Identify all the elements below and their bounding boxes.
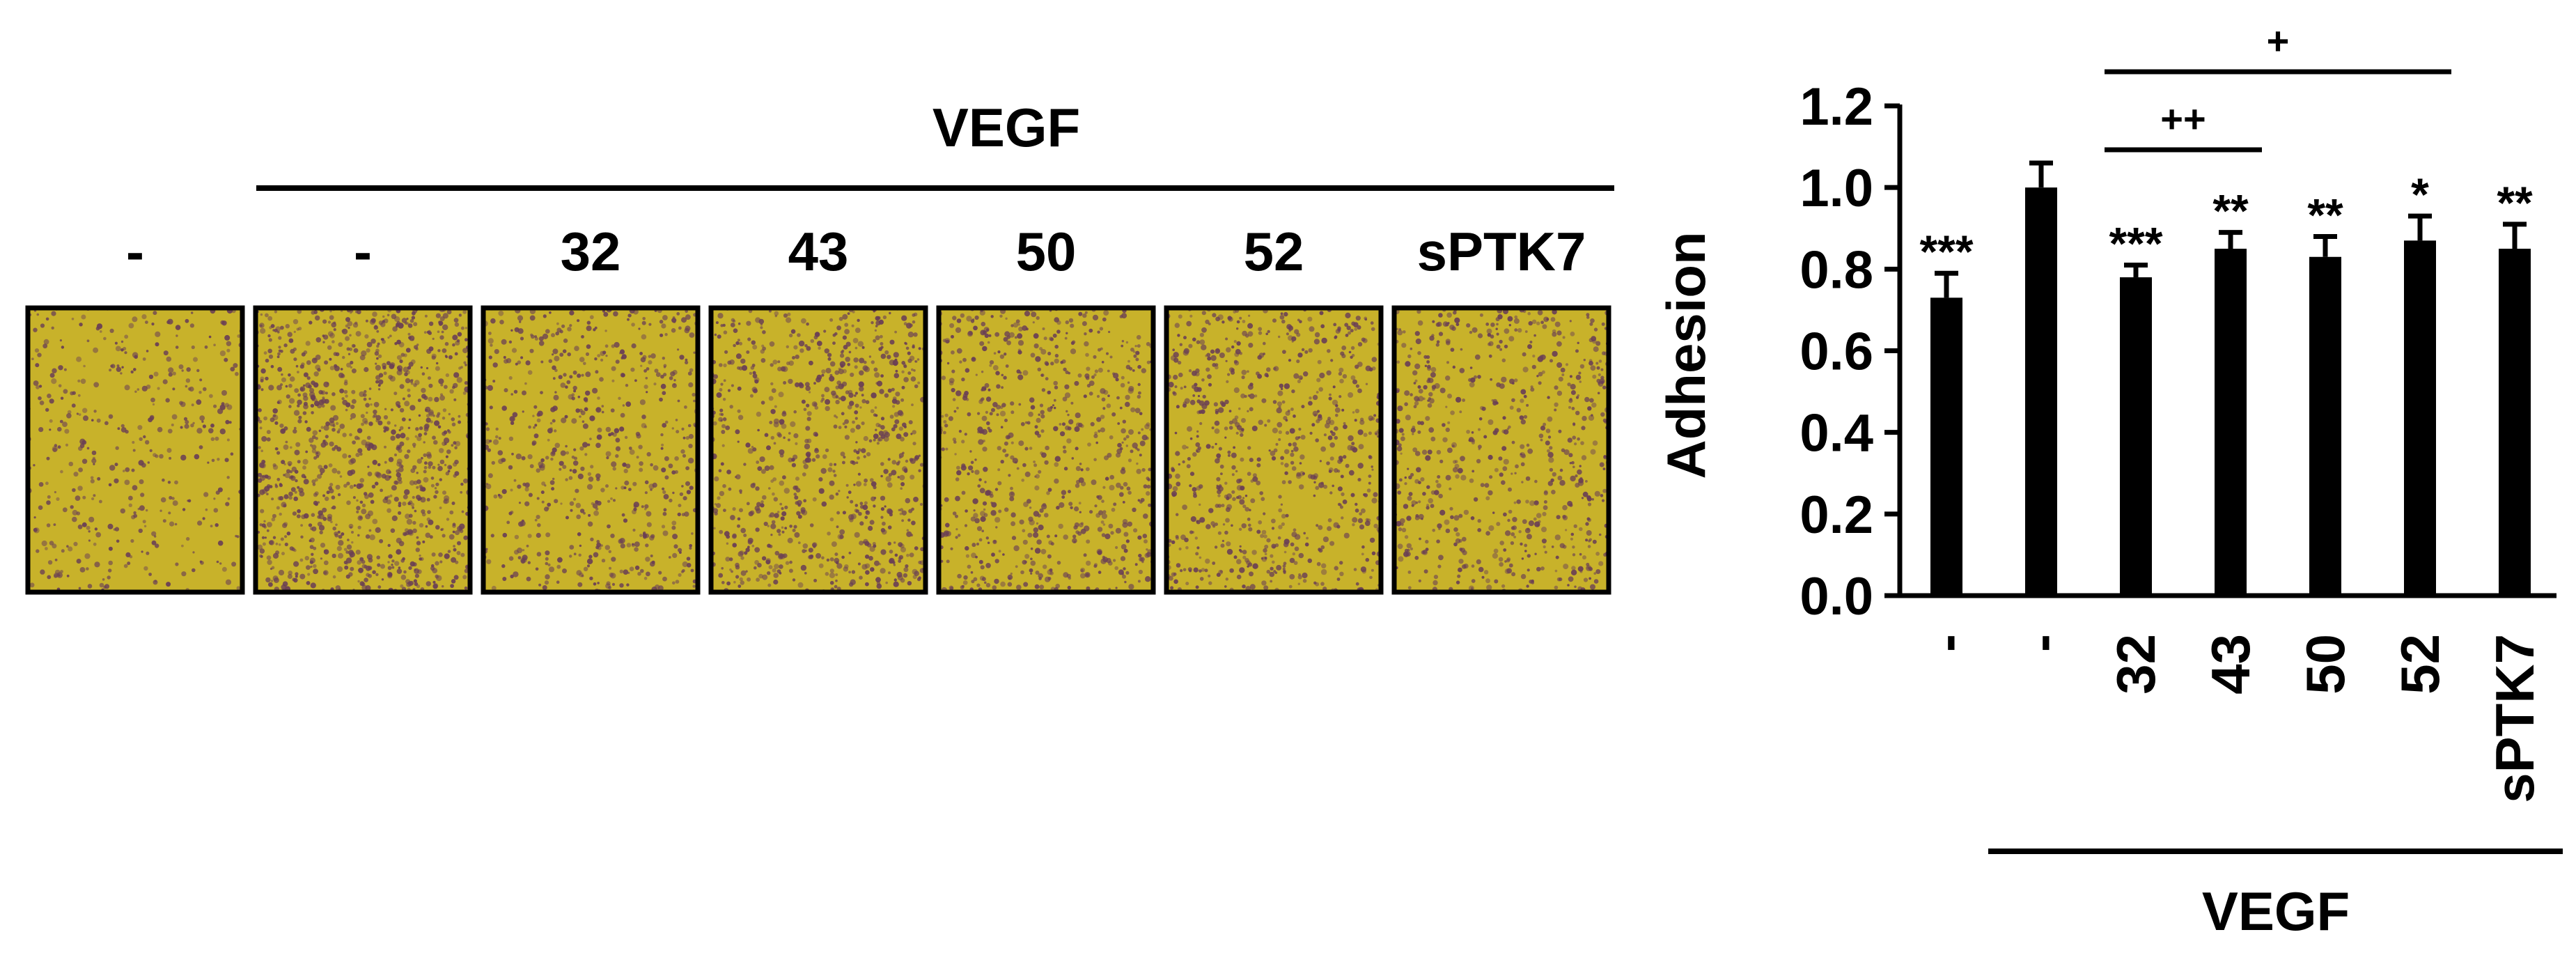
bar-6 bbox=[2404, 240, 2436, 596]
bar-7 bbox=[2499, 249, 2531, 596]
x-tick-label-1: - bbox=[1916, 634, 1977, 652]
micrograph-label-5: 50 bbox=[1016, 221, 1077, 282]
bar-1 bbox=[1930, 297, 1962, 596]
y-tick-label: 0.2 bbox=[1800, 486, 1873, 545]
micrograph-panel-group: VEGF - - 32 43 50 52 sPTK7 bbox=[25, 97, 1614, 595]
significance-marker-4: ** bbox=[2212, 185, 2249, 237]
x-tick-label-5: 50 bbox=[2295, 634, 2356, 695]
x-tick-label-3: 32 bbox=[2105, 634, 2167, 695]
chart-group-label: VEGF bbox=[2202, 881, 2350, 942]
micrograph-cells bbox=[939, 308, 1153, 592]
micrograph-background bbox=[483, 308, 698, 592]
bar-4 bbox=[2215, 249, 2247, 596]
bar-3 bbox=[2120, 277, 2152, 596]
micrograph-frame bbox=[1391, 305, 1611, 595]
micrograph-panel-1 bbox=[25, 305, 245, 595]
micrograph-panel-4 bbox=[708, 305, 928, 595]
x-tick-label-6: 52 bbox=[2389, 634, 2451, 695]
significance-marker-6: * bbox=[2411, 169, 2429, 220]
y-tick-label: 0.0 bbox=[1800, 567, 1873, 626]
micrograph-frame bbox=[481, 305, 701, 595]
y-tick-label: 1.0 bbox=[1800, 159, 1873, 218]
y-axis-label: Adhesion bbox=[1655, 231, 1717, 479]
bar-5 bbox=[2309, 256, 2341, 596]
bar-2 bbox=[2025, 187, 2057, 596]
micrograph-label-3: 32 bbox=[561, 221, 621, 282]
micrograph-panel-3 bbox=[481, 305, 701, 595]
micrograph-label-2: - bbox=[354, 221, 372, 282]
micrograph-panel-6 bbox=[1164, 305, 1384, 595]
micrograph-panel-5 bbox=[936, 305, 1156, 595]
micrograph-panel-7 bbox=[1391, 305, 1611, 595]
comparison-label-1: ++ bbox=[2160, 97, 2206, 141]
adhesion-bar-chart: Adhesion VEGF 0.00.20.40.60.81.01.2***- -… bbox=[1655, 19, 2563, 942]
micrograph-label-1: - bbox=[126, 221, 144, 282]
micrograph-cells bbox=[256, 308, 470, 592]
micrograph-group-label: VEGF bbox=[932, 97, 1080, 158]
x-tick-label-2: - bbox=[2011, 634, 2072, 652]
micrograph-label-7: sPTK7 bbox=[1417, 221, 1586, 282]
x-tick-label-7: sPTK7 bbox=[2484, 634, 2545, 803]
micrograph-panel-2 bbox=[253, 305, 473, 595]
y-tick-label: 0.6 bbox=[1800, 323, 1873, 382]
x-tick-label-4: 43 bbox=[2200, 634, 2261, 695]
significance-marker-1: *** bbox=[1919, 226, 1973, 277]
significance-marker-3: *** bbox=[2109, 217, 2162, 269]
micrograph-cells bbox=[711, 308, 926, 592]
micrograph-frame bbox=[253, 305, 473, 595]
y-tick-label: 0.4 bbox=[1800, 404, 1873, 463]
micrograph-frame bbox=[936, 305, 1156, 595]
y-tick-label: 1.2 bbox=[1800, 77, 1873, 137]
micrograph-label-4: 43 bbox=[788, 221, 849, 282]
micrograph-frame bbox=[25, 305, 245, 595]
micrograph-frame bbox=[1164, 305, 1384, 595]
micrograph-frame bbox=[708, 305, 928, 595]
y-tick-label: 0.8 bbox=[1800, 240, 1873, 300]
significance-marker-5: ** bbox=[2307, 189, 2343, 240]
significance-marker-7: ** bbox=[2497, 177, 2533, 228]
micrograph-label-6: 52 bbox=[1244, 221, 1304, 282]
comparison-label-2: + bbox=[2267, 19, 2290, 63]
